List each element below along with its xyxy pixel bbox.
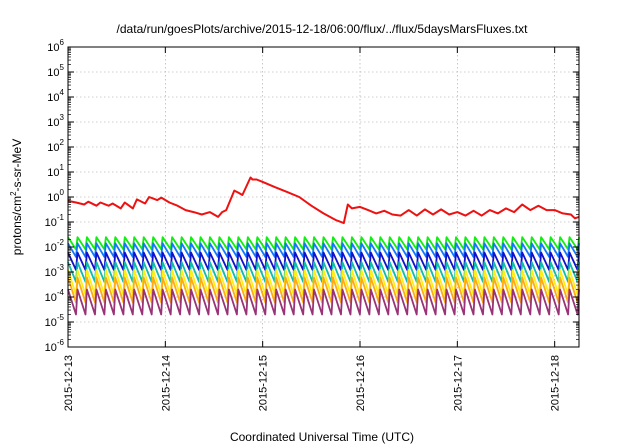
y-tick-label: 102 — [47, 138, 64, 154]
y-tick-label: 100 — [47, 188, 64, 204]
x-axis: 2015-12-13 2015-12-14 2015-12-15 2015-12-16… — [63, 47, 562, 411]
series-line — [67, 176, 580, 225]
series-line — [67, 269, 580, 296]
y-tick-label: 10-5 — [45, 313, 65, 329]
series-line — [67, 288, 580, 316]
y-tick-label: 10-6 — [45, 338, 65, 354]
x-tick-label: 2015-12-16 — [355, 355, 367, 411]
y-tick-label: 10-3 — [45, 263, 65, 279]
x-tick-label: 2015-12-13 — [63, 355, 75, 411]
y-tick-label: 10-1 — [45, 213, 65, 229]
series-line — [67, 251, 580, 271]
y-axis-title: protons/cm2-s-sr-MeV — [9, 139, 24, 255]
y-axis: 10-6 10-5 10-4 10-3 10-2 10-1 100 101 102 103 104 1… — [45, 38, 579, 354]
y-tick-label: 101 — [47, 163, 64, 179]
x-axis-title: Coordinated Universal Time (UTC) — [230, 430, 414, 444]
chart-title: /data/run/goesPlots/archive/2015-12-18/0… — [117, 22, 529, 36]
x-tick-label: 2015-12-14 — [160, 355, 172, 411]
y-axis-title-sup: 2 — [9, 191, 18, 196]
series-line — [67, 276, 580, 304]
x-tick-label: 2015-12-17 — [452, 355, 464, 411]
y-axis-title-suffix: -s-sr-MeV — [10, 139, 24, 192]
series-line — [67, 242, 580, 258]
series-line — [67, 261, 580, 283]
y-tick-label: 10-2 — [45, 238, 65, 254]
y-tick-label: 104 — [47, 88, 64, 104]
series-line — [67, 236, 580, 251]
y-tick-label: 103 — [47, 113, 64, 129]
y-axis-title-prefix: protons/cm — [10, 196, 24, 255]
y-tick-label: 10-4 — [45, 288, 65, 304]
series-group — [67, 176, 580, 316]
x-tick-label: 2015-12-15 — [258, 355, 270, 411]
y-tick-label: 106 — [47, 38, 64, 54]
x-tick-label: 2015-12-18 — [550, 355, 562, 411]
y-tick-label: 105 — [47, 63, 64, 79]
